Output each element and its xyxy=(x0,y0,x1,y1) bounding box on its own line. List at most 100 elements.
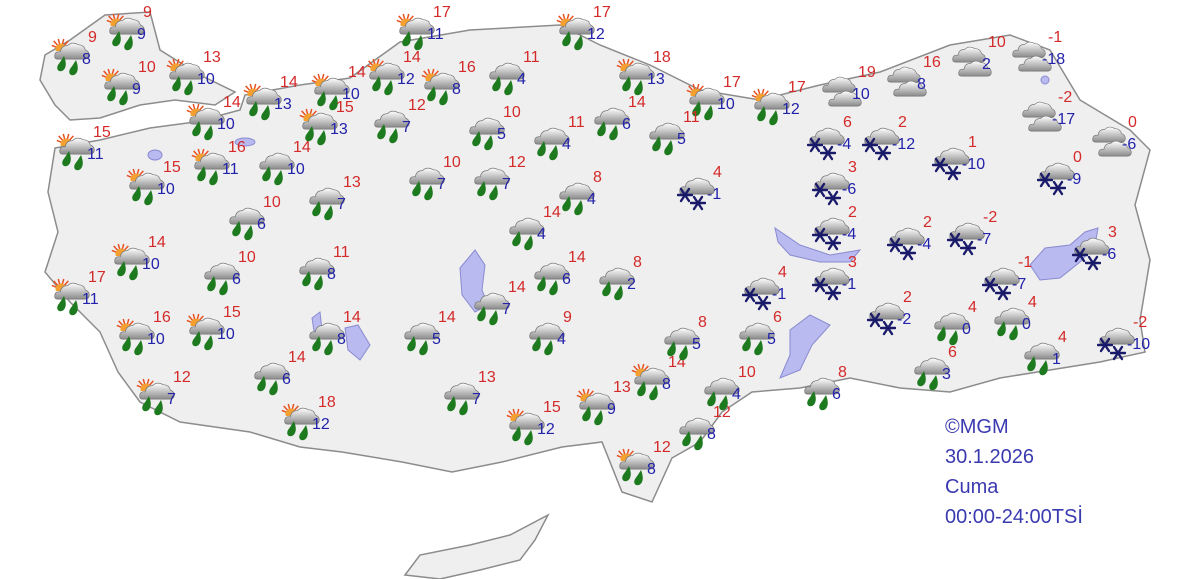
min-temp: 6 xyxy=(282,371,291,388)
max-temp: 15 xyxy=(336,99,354,116)
min-temp: 12 xyxy=(537,421,555,438)
max-temp: 14 xyxy=(543,204,561,221)
min-temp: -6 xyxy=(1102,246,1117,263)
max-temp: 10 xyxy=(503,104,521,121)
max-temp: 17 xyxy=(433,4,451,21)
station-forecast: 14 13 xyxy=(243,75,298,121)
min-temp: 8 xyxy=(662,376,671,393)
rain-drop-icon xyxy=(679,345,688,361)
station-forecast: 10 6 xyxy=(204,250,256,296)
rain-drop-icon xyxy=(384,80,393,96)
max-temp: 11 xyxy=(683,109,700,126)
max-temp: 0 xyxy=(1128,114,1137,131)
lake-sapanca xyxy=(234,137,256,147)
station-forecast: 16 10 xyxy=(116,310,171,356)
rain-drop-icon xyxy=(574,35,583,51)
cyprus xyxy=(403,513,550,579)
station-forecast: 15 10 xyxy=(126,160,181,206)
min-temp: 3 xyxy=(942,366,951,383)
cloud-icon xyxy=(952,46,986,63)
min-temp: 10 xyxy=(217,326,235,343)
rain-drop-icon xyxy=(524,430,533,446)
station-forecast: 11 8 xyxy=(299,245,350,291)
cloud-icon xyxy=(887,66,921,83)
station-forecast: 10 9 xyxy=(101,60,156,106)
snowflake-icon xyxy=(1050,180,1066,196)
min-temp: -6 xyxy=(842,181,857,198)
credit-date: 30.1.2026 xyxy=(945,446,1034,468)
max-temp: 2 xyxy=(923,214,932,231)
min-temp: 7 xyxy=(167,391,176,408)
rain-drop-icon xyxy=(1039,360,1048,376)
min-temp: 8 xyxy=(337,331,346,348)
min-temp: 6 xyxy=(622,116,631,133)
rain-drop-icon xyxy=(574,200,583,216)
station-forecast: 3 -6 xyxy=(812,160,857,206)
station-forecast: 17 11 xyxy=(396,5,451,51)
station-forecast: 14 6 xyxy=(594,95,646,141)
max-temp: 11 xyxy=(333,244,350,261)
max-temp: 13 xyxy=(203,49,221,66)
station-forecast: 2 -12 xyxy=(862,115,915,161)
station-forecast: 10 6 xyxy=(229,195,281,241)
station-forecast: 11 5 xyxy=(649,110,700,156)
max-temp: 8 xyxy=(838,364,847,381)
station-forecast: 14 8 xyxy=(309,310,361,356)
station-forecast: 15 10 xyxy=(186,305,241,351)
max-temp: 14 xyxy=(343,309,361,326)
min-temp: 11 xyxy=(82,291,99,308)
min-temp: 0 xyxy=(962,321,971,338)
station-forecast: 10 7 xyxy=(409,155,461,201)
station-forecast: 12 8 xyxy=(679,405,731,451)
station-forecast: 17 11 xyxy=(51,270,106,316)
rain-drop-icon xyxy=(649,385,658,401)
max-temp: 2 xyxy=(848,204,857,221)
rain-drop-icon xyxy=(69,60,78,76)
max-temp: 14 xyxy=(223,94,241,111)
max-temp: 9 xyxy=(143,4,152,21)
max-temp: 2 xyxy=(898,114,907,131)
max-temp: 11 xyxy=(568,114,585,131)
station-forecast: -2 -17 xyxy=(1022,90,1075,132)
max-temp: 17 xyxy=(788,79,806,96)
max-temp: 4 xyxy=(778,264,787,281)
min-temp: 8 xyxy=(917,76,926,93)
station-forecast: 14 8 xyxy=(631,355,686,401)
station-forecast: 4 -1 xyxy=(742,265,787,311)
snowflake-icon xyxy=(900,245,916,261)
station-forecast: 15 12 xyxy=(506,400,561,446)
rain-drop-icon xyxy=(119,90,128,106)
min-temp: 7 xyxy=(337,196,346,213)
credit-source: ©MGM xyxy=(945,416,1009,438)
min-temp: 6 xyxy=(232,271,241,288)
max-temp: 10 xyxy=(443,154,461,171)
rain-drop-icon xyxy=(389,128,398,144)
max-temp: -1 xyxy=(1018,254,1033,271)
rain-drop-icon xyxy=(609,125,618,141)
station-forecast: 13 9 xyxy=(576,380,631,426)
station-forecast: 14 10 xyxy=(259,140,311,186)
max-temp: 16 xyxy=(923,54,941,71)
max-temp: -1 xyxy=(1048,29,1063,46)
rain-drop-icon xyxy=(819,395,828,411)
min-temp: 8 xyxy=(452,81,461,98)
station-forecast: -2 -10 xyxy=(1097,315,1150,361)
station-forecast: 10 4 xyxy=(704,365,756,411)
station-forecast: 3 -6 xyxy=(1072,225,1117,271)
min-temp: 5 xyxy=(692,336,701,353)
min-temp: 6 xyxy=(257,216,266,233)
min-temp: -17 xyxy=(1052,111,1076,128)
snowflake-icon xyxy=(1085,255,1101,271)
rain-drop-icon xyxy=(424,185,433,201)
snowflake-icon xyxy=(880,320,896,336)
max-temp: 14 xyxy=(568,249,586,266)
station-forecast: 14 6 xyxy=(254,350,306,396)
min-temp: -18 xyxy=(1042,51,1066,68)
min-temp: 10 xyxy=(852,86,870,103)
max-temp: 12 xyxy=(713,404,731,421)
min-temp: 4 xyxy=(557,331,566,348)
max-temp: 10 xyxy=(738,364,756,381)
min-temp: -2 xyxy=(897,311,912,328)
